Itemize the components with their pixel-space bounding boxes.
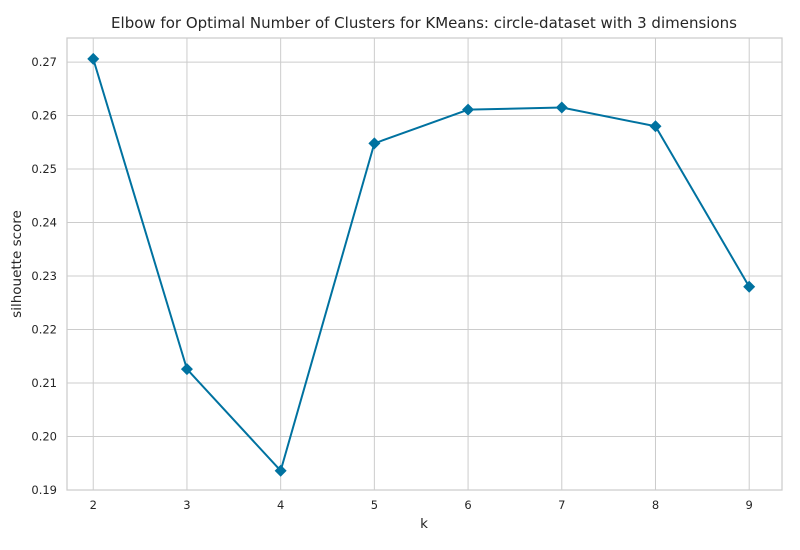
data-point	[180, 363, 193, 376]
x-tick-label: 3	[183, 498, 190, 512]
x-tick-label: 2	[90, 498, 97, 512]
y-tick-label: 0.25	[31, 162, 57, 176]
y-tick-label: 0.26	[31, 109, 57, 123]
y-tick-label: 0.23	[31, 269, 57, 283]
data-point	[743, 280, 756, 293]
x-tick-label: 7	[558, 498, 565, 512]
x-axis-label: k	[420, 516, 428, 532]
y-gridlines	[67, 61, 782, 491]
x-tick-label: 9	[746, 498, 753, 512]
y-tick-label: 0.20	[31, 430, 57, 444]
data-point	[274, 464, 287, 477]
data-point-markers	[87, 52, 756, 477]
y-tick-labels: 0.19 0.20 0.21 0.22 0.23 0.24 0.25 0.26 0.27	[31, 55, 57, 497]
y-axis-label: silhouette score	[9, 210, 25, 318]
data-point	[555, 101, 568, 114]
x-tick-label: 8	[652, 498, 659, 512]
x-tick-label: 4	[277, 498, 284, 512]
y-tick-label: 0.22	[31, 323, 57, 337]
x-tick-labels: 2 3 4 5 6 7 8 9	[90, 498, 753, 512]
x-tick-label: 5	[371, 498, 378, 512]
data-point	[87, 52, 100, 65]
silhouette-score-line	[92, 58, 751, 472]
y-tick-label: 0.21	[31, 376, 57, 390]
x-tick-label: 6	[464, 498, 471, 512]
y-tick-label: 0.24	[31, 216, 57, 230]
y-tick-label: 0.27	[31, 55, 57, 69]
data-point	[368, 137, 381, 150]
data-point	[649, 120, 662, 133]
y-tick-label: 0.19	[31, 483, 57, 497]
data-point	[462, 103, 475, 116]
chart-title: Elbow for Optimal Number of Clusters for…	[111, 14, 737, 32]
plot-area	[66, 37, 783, 491]
